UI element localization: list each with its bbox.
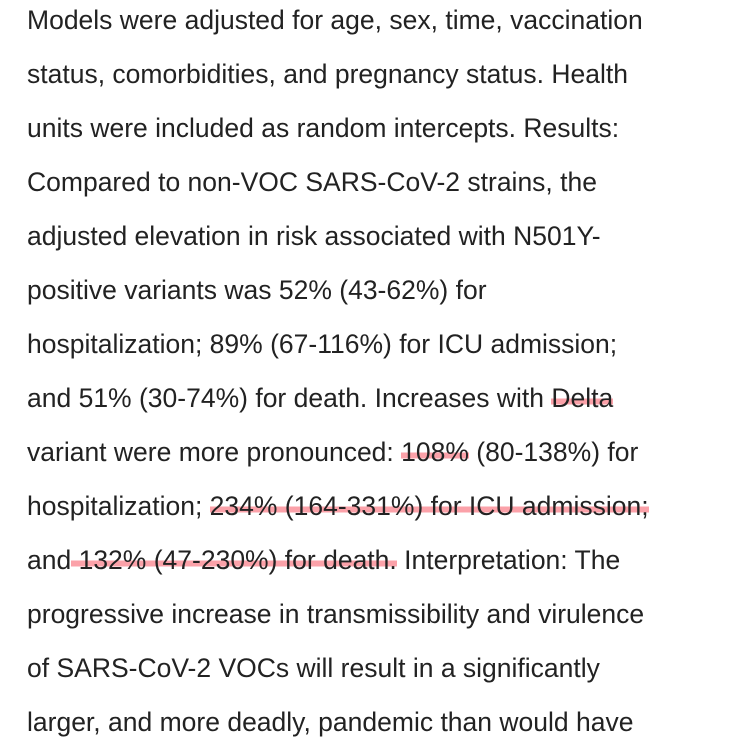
highlighted-text: 108%	[401, 437, 469, 467]
text-segment: and 51% (30-74%) for death. Increases wi…	[27, 383, 552, 413]
text-line: status, comorbidities, and pregnancy sta…	[27, 47, 649, 101]
text-segment: adjusted elevation in risk associated wi…	[27, 221, 601, 251]
text-line: variant were more pronounced: 108% (80-1…	[27, 425, 649, 479]
highlighted-text: 132% (47-230%) for death.	[71, 545, 397, 575]
text-line: Models were adjusted for age, sex, time,…	[27, 0, 649, 47]
text-segment: variant were more pronounced:	[27, 437, 402, 467]
text-line: larger, and more deadly, pandemic than w…	[27, 695, 649, 749]
text-segment: larger, and more deadly, pandemic than w…	[27, 707, 634, 737]
text-line: and 132% (47-230%) for death. Interpreta…	[27, 533, 649, 587]
highlighted-text: Delta	[551, 383, 614, 413]
text-line: adjusted elevation in risk associated wi…	[27, 209, 649, 263]
text-segment: hospitalization; 89% (67-116%) for ICU a…	[27, 329, 618, 359]
text-line: of SARS-CoV-2 VOCs will result in a sign…	[27, 641, 649, 695]
text-segment: Compared to non-VOC SARS-CoV-2 strains, …	[27, 167, 597, 197]
text-segment: hospitalization;	[27, 491, 210, 521]
text-segment: progressive increase in transmissibility…	[27, 599, 645, 629]
text-line: positive variants was 52% (43-62%) for	[27, 263, 649, 317]
text-segment: Models were adjusted for age, sex, time,…	[27, 5, 643, 35]
text-segment: units were included as random intercepts…	[27, 113, 620, 143]
highlighted-text: 234% (164-331%) for ICU admission;	[209, 491, 649, 521]
text-segment: status, comorbidities, and pregnancy sta…	[27, 59, 628, 89]
text-line: hospitalization; 89% (67-116%) for ICU a…	[27, 317, 649, 371]
text-line: units were included as random intercepts…	[27, 101, 649, 155]
text-line: hospitalization; 234% (164-331%) for ICU…	[27, 479, 649, 533]
text-line: and 51% (30-74%) for death. Increases wi…	[27, 371, 649, 425]
text-segment: of SARS-CoV-2 VOCs will result in a sign…	[27, 653, 600, 683]
text-segment: (80-138%) for	[468, 437, 639, 467]
text-segment: Interpretation: The	[396, 545, 621, 575]
paragraph: Models were adjusted for age, sex, time,…	[27, 0, 649, 749]
text-segment: positive variants was 52% (43-62%) for	[27, 275, 487, 305]
text-segment: and	[27, 545, 72, 575]
text-line: Compared to non-VOC SARS-CoV-2 strains, …	[27, 155, 649, 209]
text-line: progressive increase in transmissibility…	[27, 587, 649, 641]
